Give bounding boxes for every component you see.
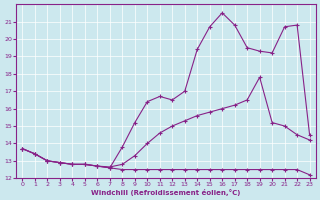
X-axis label: Windchill (Refroidissement éolien,°C): Windchill (Refroidissement éolien,°C) [91,189,241,196]
